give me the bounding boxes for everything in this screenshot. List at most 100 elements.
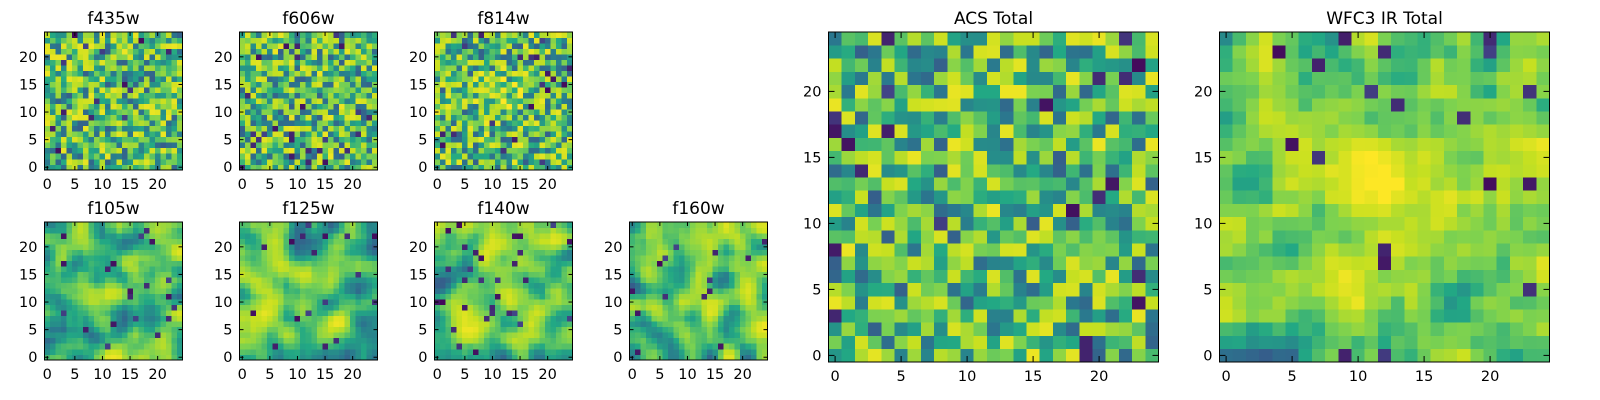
heatmap-cell	[986, 256, 1001, 270]
heatmap-cell	[462, 348, 468, 355]
heatmap-cell	[99, 54, 106, 60]
heatmap-cell	[171, 164, 178, 171]
heatmap-cell	[160, 54, 167, 60]
heatmap-cell	[434, 92, 441, 99]
heatmap-cell	[750, 277, 757, 284]
heatmap-cell	[506, 59, 513, 66]
heatmap-cell	[1079, 282, 1093, 297]
heatmap-cell	[544, 343, 551, 350]
heatmap-cell	[690, 244, 697, 250]
heatmap-cell	[61, 136, 67, 143]
heatmap-cell	[256, 158, 262, 165]
heatmap-cell	[132, 238, 139, 245]
heatmap-cell	[344, 48, 351, 55]
heatmap-cell	[473, 238, 479, 245]
heatmap-cell	[668, 348, 674, 355]
heatmap-cell	[294, 98, 301, 105]
heatmap-cell	[745, 332, 752, 339]
heatmap-cell	[366, 222, 373, 228]
heatmap-cell	[121, 136, 128, 143]
heatmap-cell	[907, 203, 922, 218]
heatmap-cell	[440, 43, 446, 49]
heatmap-cell	[116, 348, 123, 355]
heatmap-cell	[1000, 216, 1014, 231]
heatmap-cell	[143, 277, 150, 284]
heatmap-cell	[462, 288, 468, 295]
heatmap-cell	[349, 76, 356, 82]
heatmap-cell	[132, 249, 139, 256]
heatmap-cell	[434, 87, 441, 94]
heatmap-cell	[701, 277, 708, 284]
heatmap-cell	[338, 304, 345, 311]
heatmap-cell	[165, 76, 172, 82]
heatmap-cell	[322, 70, 329, 77]
heatmap-cell	[739, 288, 746, 295]
heatmap-cell	[261, 125, 268, 132]
heatmap-cell	[456, 136, 463, 143]
heatmap-cell	[366, 158, 373, 165]
heatmap-cell	[533, 332, 540, 339]
heatmap-cell	[881, 348, 895, 363]
heatmap-cell	[500, 120, 507, 127]
heatmap-cell	[344, 277, 351, 284]
heatmap-cell	[121, 131, 128, 138]
heatmap-cell	[668, 233, 674, 239]
heatmap-cell	[165, 70, 172, 77]
heatmap-cell	[445, 98, 452, 105]
heatmap-cell	[138, 310, 145, 317]
heatmap-cell	[451, 142, 457, 149]
heatmap-cell	[83, 103, 89, 110]
heatmap-cell	[684, 282, 691, 289]
heatmap-cell	[261, 321, 268, 328]
heatmap-cell	[338, 315, 345, 322]
heatmap-cell	[256, 65, 262, 71]
x-tick-label: 10	[288, 177, 306, 193]
heatmap-cell	[728, 288, 735, 295]
heatmap-cell	[1000, 256, 1014, 270]
heatmap-cell	[105, 337, 112, 344]
heatmap-cell	[289, 164, 295, 171]
heatmap-cell	[451, 299, 457, 306]
heatmap-cell	[83, 255, 89, 261]
heatmap-cell	[668, 293, 674, 300]
heatmap-cell	[110, 227, 117, 234]
heatmap-cell	[88, 277, 95, 284]
heatmap-cell	[451, 87, 457, 94]
heatmap-cell	[1105, 348, 1120, 363]
heatmap-cell	[333, 299, 340, 306]
heatmap-cell	[132, 48, 139, 55]
heatmap-cell	[55, 81, 62, 88]
heatmap-cell	[544, 293, 551, 300]
heatmap-cell	[94, 103, 100, 110]
heatmap-cell	[316, 271, 323, 278]
heatmap-cell	[316, 81, 323, 88]
heatmap-cell	[517, 233, 524, 239]
heatmap-cell	[555, 326, 562, 333]
heatmap-cell	[245, 304, 251, 311]
heatmap-cell	[261, 293, 268, 300]
heatmap-cell	[701, 227, 708, 234]
heatmap-cell	[881, 282, 895, 297]
heatmap-cell	[528, 87, 535, 94]
heatmap-cell	[121, 255, 128, 261]
heatmap-cell	[522, 136, 529, 143]
heatmap-cell	[176, 222, 183, 228]
heatmap-cell	[278, 81, 284, 88]
heatmap-cell	[55, 87, 62, 94]
heatmap-cell	[256, 103, 262, 110]
heatmap-cell	[854, 243, 869, 257]
heatmap-cell	[289, 354, 295, 361]
heatmap-cell	[478, 310, 485, 317]
heatmap-cell	[316, 244, 323, 250]
heatmap-cell	[88, 92, 95, 99]
heatmap-cell	[478, 164, 485, 171]
heatmap-cell	[278, 114, 284, 121]
heatmap-cell	[500, 65, 507, 71]
heatmap-cell	[61, 142, 67, 149]
heatmap-cell	[61, 109, 67, 116]
heatmap-cell	[445, 70, 452, 77]
heatmap-cell	[327, 326, 334, 333]
heatmap-cell	[451, 81, 457, 88]
heatmap-cell	[706, 249, 713, 256]
heatmap-cell	[728, 310, 735, 317]
